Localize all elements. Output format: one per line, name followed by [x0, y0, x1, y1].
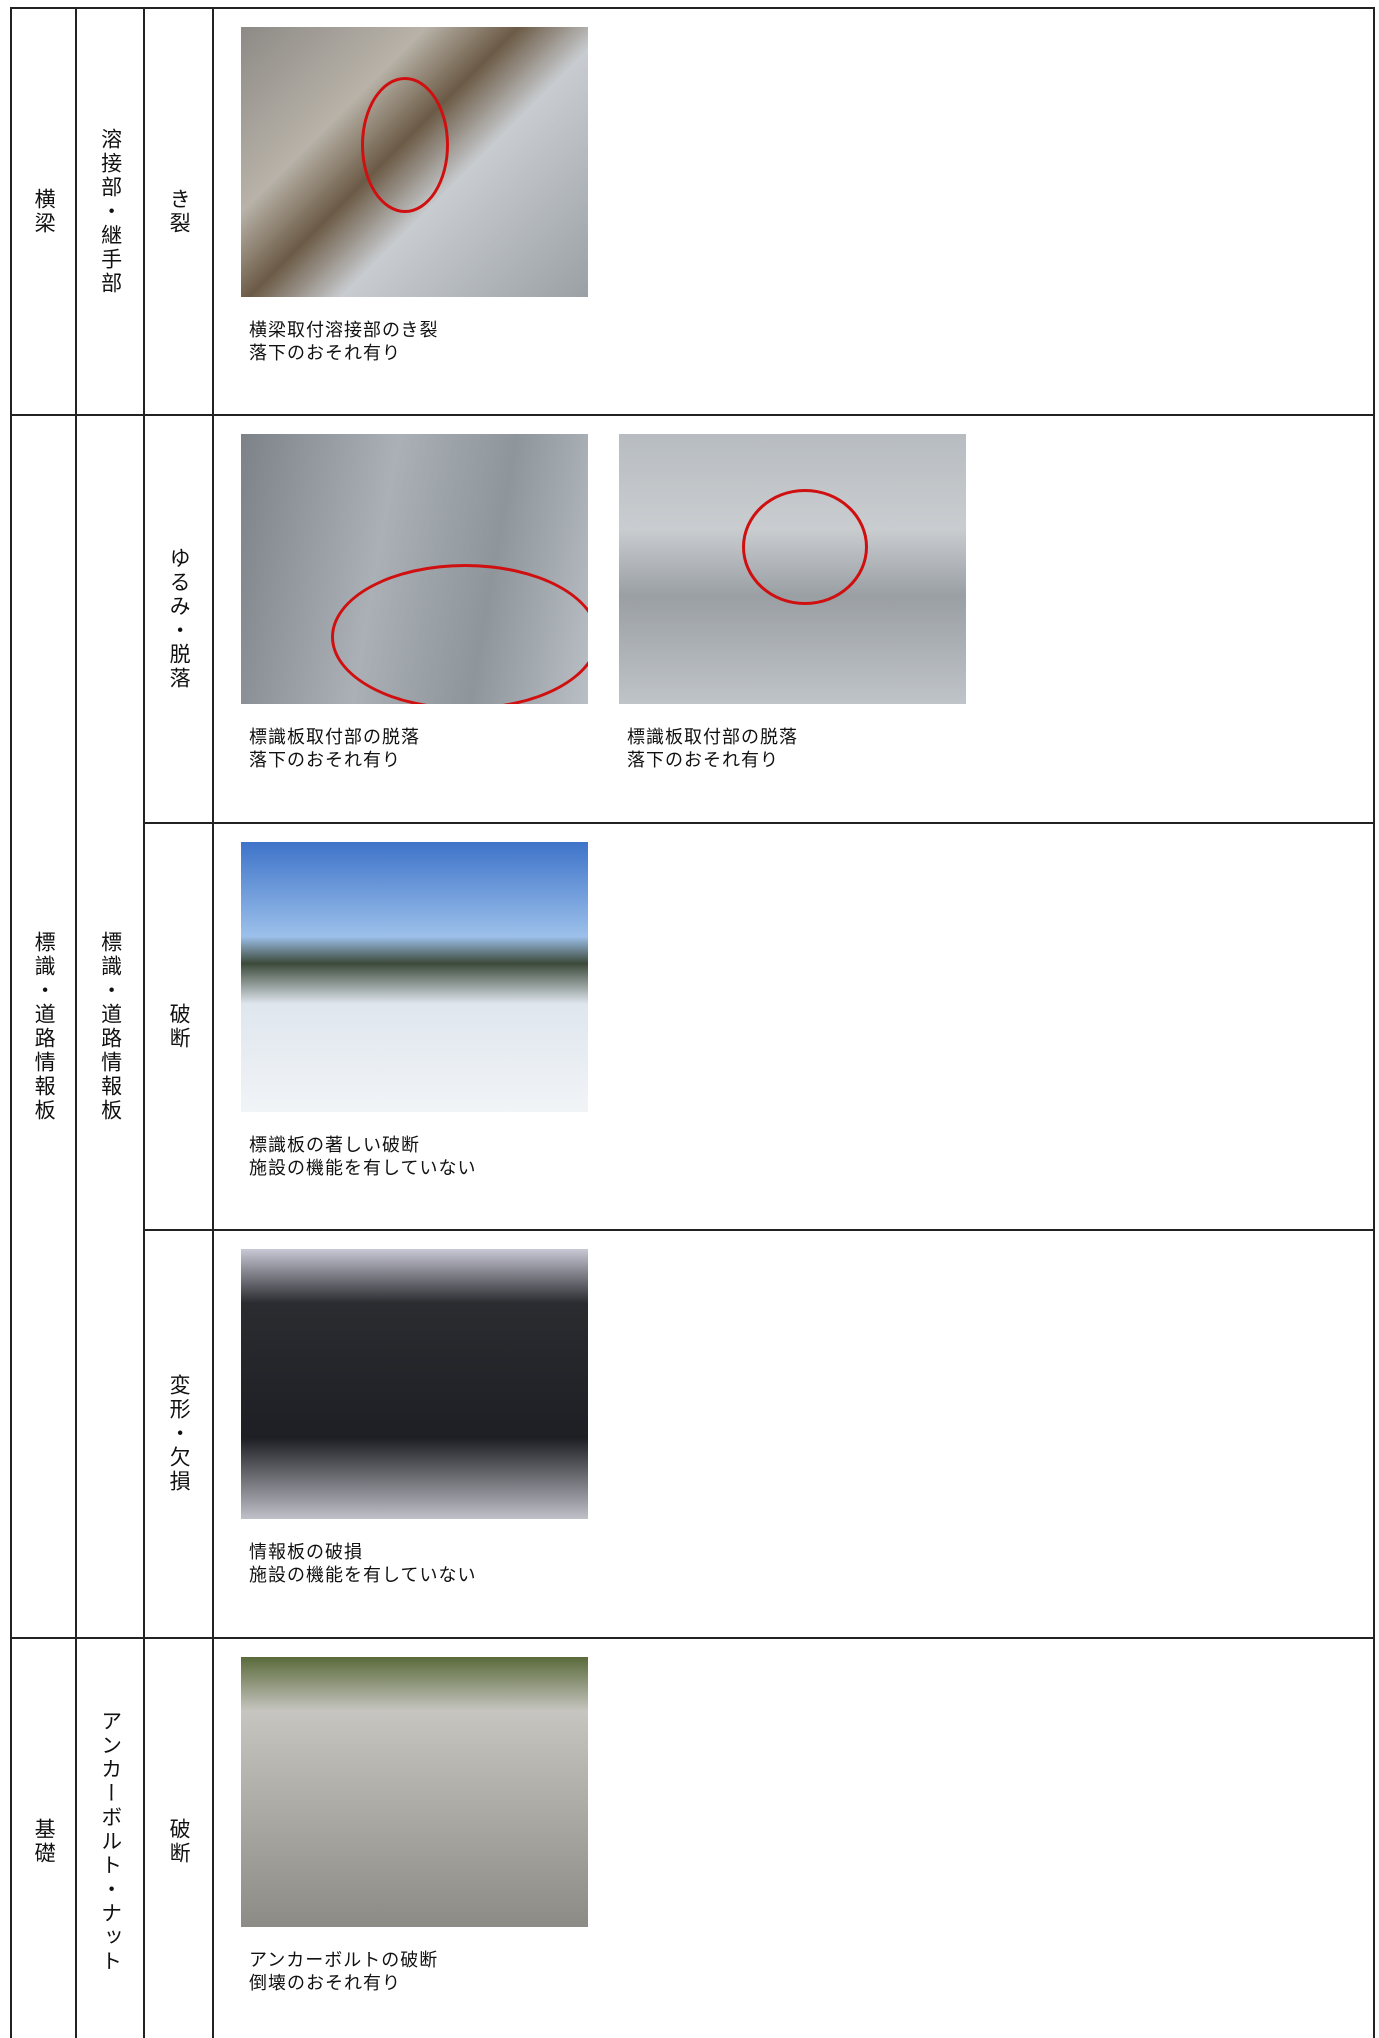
photo-caption: 施設の機能を有していない [249, 1565, 477, 1586]
part-cell: 横梁 [10, 7, 77, 416]
photo-caption: 情報板の破損 [249, 1542, 363, 1563]
part-cell: 基礎 [10, 1637, 77, 2038]
damage-cell: き裂 [143, 7, 214, 416]
damage-cell: 破断 [143, 1637, 214, 2038]
damage-cell: 破断 [143, 822, 214, 1231]
photo [241, 434, 588, 704]
photo-caption: 落下のおそれ有り [627, 750, 779, 771]
photo-caption: 標識板の著しい破断 [249, 1135, 420, 1156]
photo [241, 1657, 588, 1927]
photo [241, 27, 588, 297]
photo-caption: 落下のおそれ有り [249, 343, 401, 364]
photo-caption: 標識板取付部の脱落 [249, 727, 420, 748]
member-cell: 溶接部・継手部 [75, 7, 145, 416]
photo-caption: 横梁取付溶接部のき裂 [249, 320, 439, 341]
photo-caption: 倒壊のおそれ有り [249, 1973, 401, 1994]
photo-caption: 落下のおそれ有り [249, 750, 401, 771]
highlight-circle [742, 489, 868, 605]
photo-caption: 標識板取付部の脱落 [627, 727, 798, 748]
photo [241, 1249, 588, 1519]
damage-cell: 変形・欠損 [143, 1229, 214, 1639]
damage-cell: ゆるみ・脱落 [143, 414, 214, 824]
highlight-circle [331, 564, 588, 704]
photo [619, 434, 966, 704]
photo-caption: アンカーボルトの破断 [249, 1950, 439, 1971]
highlight-circle [361, 77, 449, 213]
photo [241, 842, 588, 1112]
part-cell: 標識・道路情報板 [10, 414, 77, 1639]
member-cell: アンカーボルト・ナット [75, 1637, 145, 2038]
member-cell: 標識・道路情報板 [75, 414, 145, 1639]
photo-caption: 施設の機能を有していない [249, 1158, 477, 1179]
